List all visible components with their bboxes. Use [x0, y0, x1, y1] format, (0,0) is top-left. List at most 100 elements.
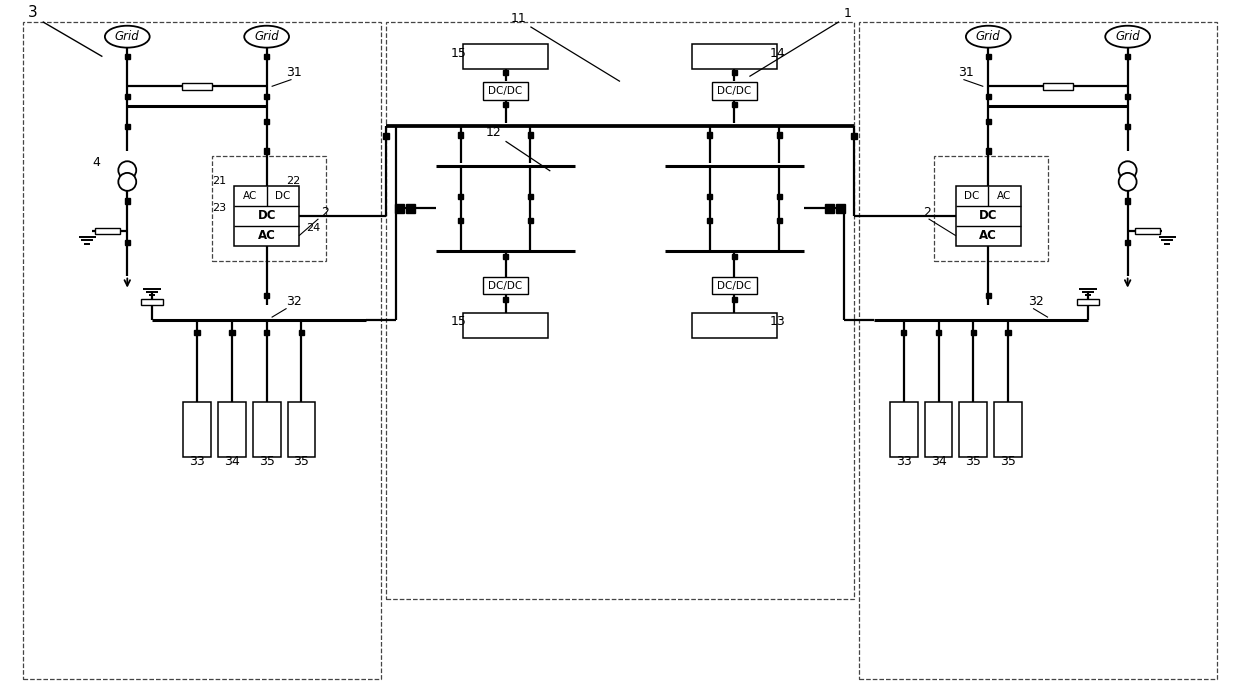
- Text: 22: 22: [286, 176, 301, 186]
- Text: 33: 33: [895, 455, 911, 468]
- Text: 35: 35: [259, 455, 274, 468]
- Bar: [184, 402, 211, 457]
- Text: 13: 13: [769, 315, 785, 328]
- Bar: [141, 300, 164, 305]
- Bar: [124, 123, 130, 129]
- Bar: [528, 194, 533, 199]
- Bar: [394, 204, 403, 213]
- Bar: [22, 22, 381, 679]
- Bar: [712, 83, 756, 100]
- Text: 15: 15: [451, 315, 466, 328]
- Bar: [264, 118, 269, 124]
- Bar: [1125, 54, 1131, 60]
- Text: AC: AC: [997, 191, 1012, 201]
- Bar: [825, 204, 833, 213]
- Circle shape: [118, 173, 136, 191]
- Bar: [971, 330, 976, 335]
- Text: 32: 32: [1028, 295, 1044, 309]
- Bar: [264, 330, 269, 335]
- Text: DC/DC: DC/DC: [489, 86, 522, 97]
- Bar: [1043, 83, 1073, 90]
- Bar: [383, 134, 389, 139]
- Bar: [386, 22, 854, 599]
- Text: 14: 14: [769, 47, 785, 60]
- Bar: [956, 186, 1021, 246]
- Bar: [936, 330, 941, 335]
- Bar: [288, 402, 315, 457]
- Text: 4: 4: [93, 156, 100, 169]
- Bar: [182, 83, 212, 90]
- Bar: [528, 218, 533, 223]
- Bar: [1125, 198, 1131, 204]
- Text: 35: 35: [1001, 455, 1016, 468]
- Text: 23: 23: [212, 203, 226, 213]
- Text: Grid: Grid: [254, 30, 279, 43]
- Text: 32: 32: [286, 295, 303, 309]
- Bar: [264, 94, 269, 99]
- Text: DC/DC: DC/DC: [718, 86, 751, 97]
- Bar: [253, 402, 280, 457]
- Bar: [502, 254, 508, 260]
- Text: 11: 11: [511, 12, 526, 24]
- Text: 2: 2: [924, 206, 931, 219]
- Bar: [859, 22, 1218, 679]
- Bar: [124, 54, 130, 60]
- Bar: [776, 218, 782, 223]
- Bar: [464, 313, 548, 338]
- Bar: [458, 218, 464, 223]
- Bar: [934, 156, 1048, 260]
- Bar: [229, 330, 234, 335]
- Bar: [484, 83, 528, 100]
- Bar: [707, 194, 712, 199]
- Bar: [712, 276, 756, 295]
- Bar: [994, 402, 1022, 457]
- Bar: [264, 148, 269, 154]
- Bar: [458, 132, 464, 138]
- Text: AC: AC: [980, 230, 997, 242]
- Bar: [234, 186, 299, 246]
- Bar: [458, 194, 464, 199]
- Text: 24: 24: [306, 223, 321, 233]
- Text: 34: 34: [931, 455, 946, 468]
- Text: DC: DC: [275, 191, 290, 201]
- Bar: [732, 102, 738, 107]
- Text: Grid: Grid: [115, 30, 140, 43]
- Text: 3: 3: [27, 5, 37, 20]
- Bar: [732, 70, 738, 75]
- Text: 21: 21: [212, 176, 226, 186]
- Text: AC: AC: [243, 191, 258, 201]
- Ellipse shape: [105, 26, 150, 48]
- Circle shape: [118, 161, 136, 179]
- Text: Grid: Grid: [1115, 30, 1140, 43]
- Bar: [464, 44, 548, 69]
- Text: 35: 35: [966, 455, 981, 468]
- Bar: [218, 402, 246, 457]
- Bar: [960, 402, 987, 457]
- Text: 31: 31: [959, 66, 975, 80]
- Bar: [776, 132, 782, 138]
- Bar: [986, 293, 991, 298]
- Bar: [986, 148, 991, 154]
- Bar: [732, 297, 738, 302]
- Text: DC: DC: [965, 191, 980, 201]
- Text: 1: 1: [844, 7, 852, 20]
- Text: 15: 15: [451, 47, 466, 60]
- Text: 34: 34: [224, 455, 239, 468]
- Bar: [986, 94, 991, 99]
- Bar: [502, 297, 508, 302]
- Bar: [732, 254, 738, 260]
- Bar: [925, 402, 952, 457]
- Bar: [502, 70, 508, 75]
- Bar: [195, 330, 200, 335]
- Ellipse shape: [1105, 26, 1149, 48]
- Text: 12: 12: [486, 126, 501, 139]
- Bar: [707, 218, 712, 223]
- Circle shape: [1118, 173, 1137, 191]
- Bar: [124, 240, 130, 246]
- Bar: [1135, 228, 1159, 234]
- Bar: [1006, 330, 1011, 335]
- Bar: [707, 132, 712, 138]
- Bar: [692, 44, 776, 69]
- Bar: [1125, 240, 1131, 246]
- Bar: [890, 402, 918, 457]
